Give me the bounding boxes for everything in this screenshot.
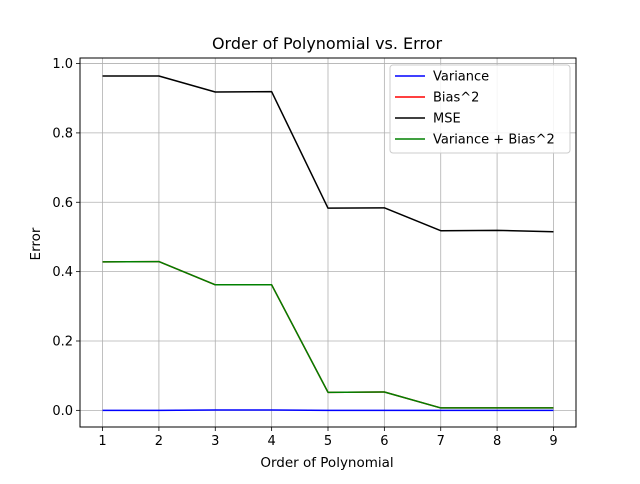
legend: Variance Bias^2 MSE Variance + Bias^2 — [390, 65, 570, 153]
y-tick-label: 0.2 — [52, 334, 73, 349]
x-tick-label: 4 — [267, 434, 275, 449]
chart-title: Order of Polynomial vs. Error — [212, 34, 443, 53]
x-axis-label: Order of Polynomial — [260, 455, 393, 471]
x-tick-label: 8 — [493, 434, 501, 449]
x-tick-label: 6 — [380, 434, 388, 449]
y-tick-label: 0.4 — [52, 265, 73, 280]
legend-label-bias-2: Bias^2 — [433, 91, 479, 106]
y-tick-label: 0.6 — [52, 196, 73, 211]
y-tick-label: 1.0 — [52, 57, 73, 72]
y-tick-label: 0.8 — [52, 126, 73, 141]
x-tick-label: 1 — [98, 434, 106, 449]
y-tick-label: 0.0 — [52, 404, 73, 419]
x-tick-label: 3 — [211, 434, 219, 449]
x-tick-label: 5 — [324, 434, 332, 449]
x-tick-label: 7 — [437, 434, 445, 449]
legend-label-variance: Variance — [433, 70, 489, 85]
legend-label-mse: MSE — [433, 112, 461, 127]
x-tick-label: 9 — [549, 434, 557, 449]
legend-label-variance-bias-2: Variance + Bias^2 — [433, 133, 555, 148]
y-axis-label: Error — [28, 227, 44, 260]
x-tick-label: 2 — [155, 434, 163, 449]
